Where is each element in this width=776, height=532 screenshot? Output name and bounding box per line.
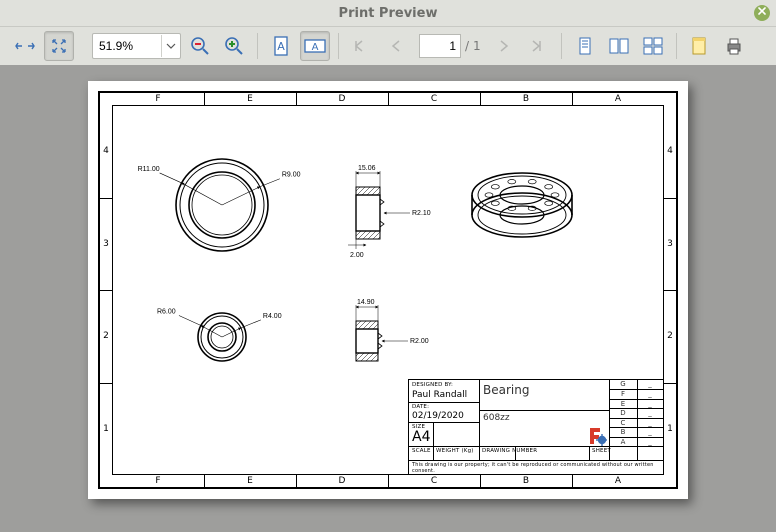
- border-bottom-letter: A: [572, 475, 664, 487]
- freecad-logo-icon: [587, 426, 607, 446]
- zoom-in-button[interactable]: [219, 31, 249, 61]
- revision-row: A_: [609, 437, 663, 447]
- first-page-button[interactable]: [347, 31, 377, 61]
- page-current-input[interactable]: [419, 34, 461, 58]
- svg-text:R4.00: R4.00: [263, 313, 282, 320]
- border-left-number: 2: [100, 290, 112, 383]
- prev-page-button[interactable]: [381, 31, 411, 61]
- border-top-letter: B: [480, 93, 572, 105]
- border-bottom-letter: F: [112, 475, 204, 487]
- page-indicator: / 1: [419, 34, 481, 58]
- zoom-input[interactable]: [93, 35, 161, 57]
- page-sep: /: [465, 39, 469, 53]
- drawing-number-label: DRAWING NUMBER: [482, 448, 537, 454]
- portrait-button[interactable]: A: [266, 31, 296, 61]
- svg-text:14.90: 14.90: [357, 299, 375, 306]
- border-right-number: 2: [664, 290, 676, 383]
- date-label: DATE:: [412, 404, 429, 410]
- border-top-letter: E: [204, 93, 296, 105]
- zoom-dropdown-button[interactable]: [161, 35, 180, 57]
- svg-text:R2.00: R2.00: [410, 338, 429, 345]
- page-total: 1: [473, 39, 481, 53]
- window-title: Print Preview: [339, 6, 438, 21]
- title-block: DESIGNED BY: Paul Randall DATE: 02/19/20…: [408, 379, 664, 475]
- border-top-letter: F: [112, 93, 204, 105]
- sheet-outer-frame: FEDCBA FEDCBA 4321 4321 R1: [98, 91, 678, 489]
- title-bar: Print Preview: [0, 0, 776, 27]
- border-top-letter: D: [296, 93, 388, 105]
- scale-label: SCALE: [412, 448, 431, 454]
- border-left-number: 3: [100, 198, 112, 291]
- zoom-combo[interactable]: [92, 33, 181, 59]
- svg-text:A: A: [312, 42, 319, 53]
- border-top-letter: C: [388, 93, 480, 105]
- workspace: FEDCBA FEDCBA 4321 4321 R1: [0, 65, 776, 532]
- revision-row: G_: [609, 380, 663, 389]
- fit-width-button[interactable]: [10, 31, 40, 61]
- svg-text:15.06: 15.06: [358, 165, 376, 172]
- fit-page-button[interactable]: [44, 31, 74, 61]
- border-right-number: 3: [664, 198, 676, 291]
- designed-by-value: Paul Randall: [412, 390, 467, 400]
- zoom-out-button[interactable]: [185, 31, 215, 61]
- next-page-button[interactable]: [489, 31, 519, 61]
- border-left-number: 1: [100, 383, 112, 476]
- close-button[interactable]: [754, 5, 770, 21]
- single-page-view-button[interactable]: [570, 31, 600, 61]
- disclaimer: This drawing is our property; it can't b…: [412, 463, 660, 474]
- designed-by-label: DESIGNED BY:: [412, 382, 453, 388]
- toolbar: A A / 1: [0, 27, 776, 66]
- border-bottom-letter: B: [480, 475, 572, 487]
- svg-text:R9.00: R9.00: [282, 172, 301, 179]
- facing-pages-view-button[interactable]: [604, 31, 634, 61]
- drawing-title: Bearing: [483, 383, 529, 397]
- border-left-number: 4: [100, 105, 112, 198]
- border-bottom-letter: D: [296, 475, 388, 487]
- last-page-button[interactable]: [523, 31, 553, 61]
- drawing-subtitle: 608zz: [483, 413, 510, 423]
- overview-view-button[interactable]: [638, 31, 668, 61]
- border-right-number: 1: [664, 383, 676, 476]
- svg-text:R6.00: R6.00: [157, 308, 176, 315]
- border-bottom-letter: E: [204, 475, 296, 487]
- sheet-label: SHEET: [592, 448, 611, 454]
- svg-text:R11.00: R11.00: [138, 166, 160, 173]
- border-bottom-letter: C: [388, 475, 480, 487]
- weight-label: WEIGHT (Kg): [436, 448, 474, 454]
- landscape-button[interactable]: A: [300, 31, 330, 61]
- size-value: A4: [412, 429, 430, 445]
- page-preview: FEDCBA FEDCBA 4321 4321 R1: [88, 81, 688, 499]
- date-value: 02/19/2020: [412, 411, 464, 421]
- page-setup-button[interactable]: [685, 31, 715, 61]
- svg-text:2.00: 2.00: [350, 252, 364, 259]
- svg-text:A: A: [277, 40, 285, 53]
- svg-text:R2.10: R2.10: [412, 210, 431, 217]
- print-button[interactable]: [719, 31, 749, 61]
- border-top-letter: A: [572, 93, 664, 105]
- border-right-number: 4: [664, 105, 676, 198]
